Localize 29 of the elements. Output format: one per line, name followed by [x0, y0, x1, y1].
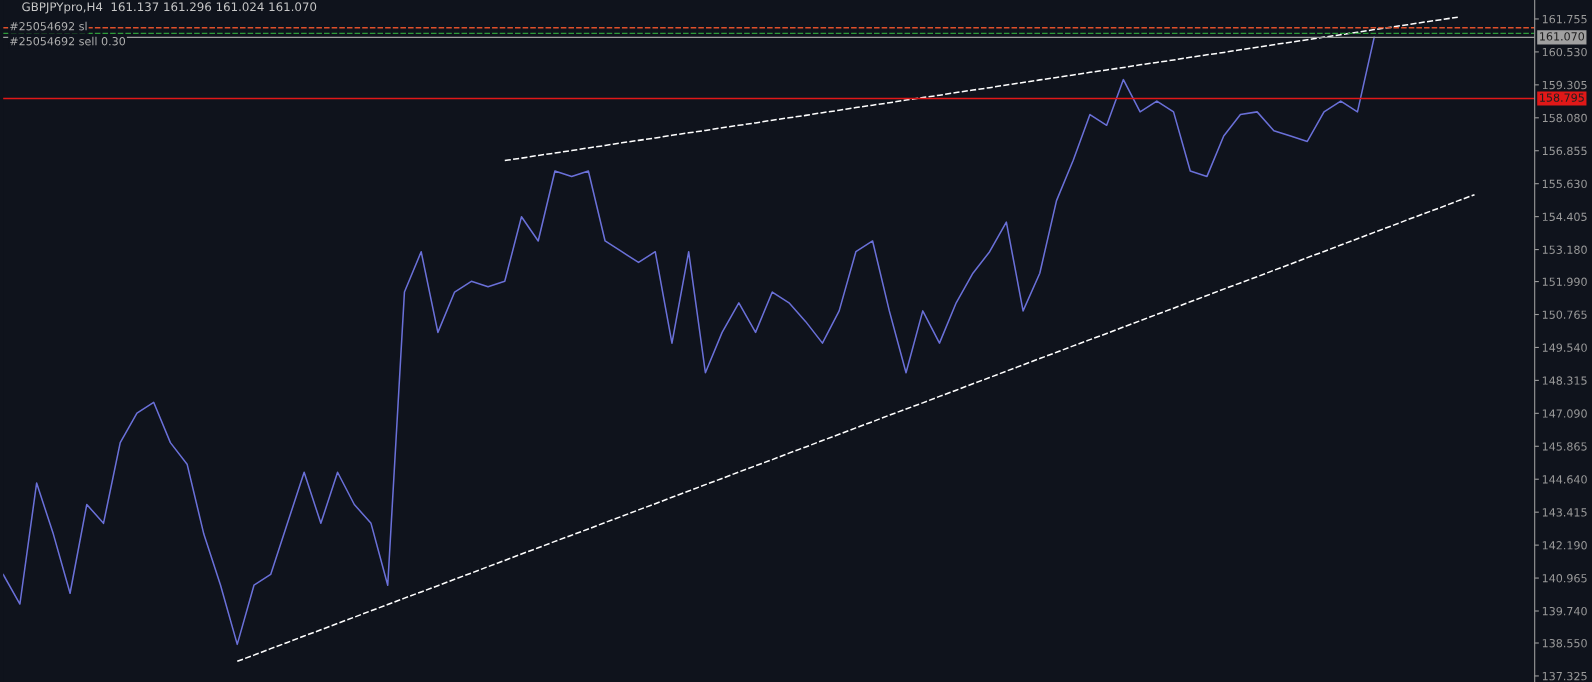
line-series [504, 16, 1459, 162]
ref-line-label: 161.070 [1540, 32, 1585, 41]
y-tick-label: 143.415 [1542, 508, 1587, 517]
y-tick-label: 147.090 [1542, 409, 1587, 418]
y-tick-label: 150.765 [1542, 310, 1587, 319]
y-tick-label: 148.315 [1542, 376, 1587, 385]
y-tick-label: 142.190 [1542, 541, 1587, 550]
y-tick-label: 139.740 [1542, 606, 1587, 616]
line-series [3, 36, 1375, 646]
y-tick-label: 155.630 [1542, 179, 1587, 189]
ref-line-label: 158.795 [1540, 93, 1584, 102]
y-tick-label: 140.965 [1542, 574, 1587, 583]
line-series [236, 193, 1476, 663]
y-tick-label: 144.640 [1542, 475, 1587, 484]
annotation: #25054692 sell 0.30 [10, 36, 126, 46]
y-tick-label: 149.540 [1542, 343, 1587, 352]
y-tick-label: 151.990 [1542, 277, 1587, 286]
y-tick-label: 153.180 [1542, 245, 1587, 254]
y-tick-label: 160.530 [1542, 47, 1587, 57]
y-tick-label: 161.755 [1542, 14, 1587, 24]
y-tick-label: 154.405 [1542, 212, 1587, 221]
y-tick-label: 145.865 [1542, 442, 1587, 451]
annotation: #25054692 sl [10, 21, 87, 31]
y-tick-label: 156.855 [1542, 146, 1587, 156]
y-tick-label: 158.080 [1542, 113, 1587, 123]
chart-title: GBPJPYpro,H4 161.137 161.296 161.024 161.070 [22, 2, 317, 14]
y-tick-label: 138.550 [1542, 638, 1587, 648]
y-tick-label: 159.305 [1542, 80, 1587, 90]
y-tick-label: 137.325 [1542, 671, 1587, 681]
